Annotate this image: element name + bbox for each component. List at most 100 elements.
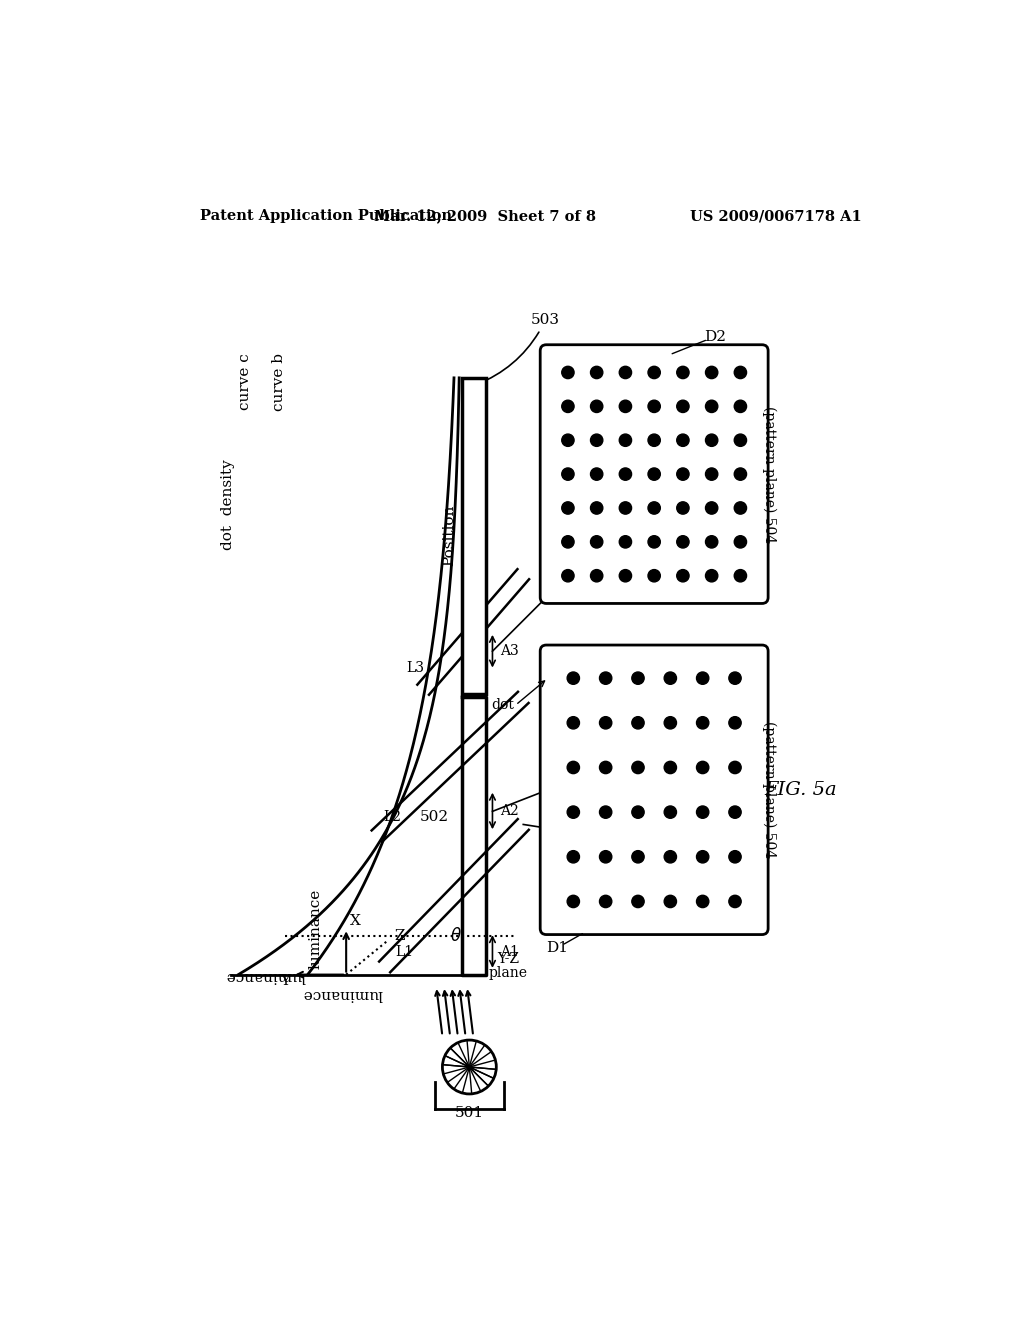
Circle shape	[729, 850, 741, 863]
Circle shape	[567, 672, 580, 684]
Circle shape	[677, 434, 689, 446]
Circle shape	[648, 367, 660, 379]
Bar	[462, 378, 486, 693]
Circle shape	[620, 469, 632, 480]
Circle shape	[665, 762, 677, 774]
Text: luminance: luminance	[308, 888, 323, 969]
Circle shape	[696, 672, 709, 684]
Circle shape	[632, 850, 644, 863]
Text: Mar. 12, 2009  Sheet 7 of 8: Mar. 12, 2009 Sheet 7 of 8	[374, 209, 596, 223]
Circle shape	[591, 469, 603, 480]
Circle shape	[632, 807, 644, 818]
Circle shape	[648, 400, 660, 413]
Circle shape	[734, 502, 746, 513]
Text: D2: D2	[705, 330, 726, 345]
Circle shape	[729, 895, 741, 908]
Circle shape	[620, 536, 632, 548]
Circle shape	[648, 536, 660, 548]
Circle shape	[677, 536, 689, 548]
Circle shape	[648, 570, 660, 582]
Text: (pattern plane) 504: (pattern plane) 504	[763, 721, 777, 858]
Text: L1: L1	[395, 945, 413, 958]
Circle shape	[591, 434, 603, 446]
Text: Patent Application Publication: Patent Application Publication	[200, 209, 452, 223]
Circle shape	[696, 717, 709, 729]
Circle shape	[648, 434, 660, 446]
Circle shape	[562, 367, 574, 379]
Text: L2: L2	[383, 809, 401, 824]
Circle shape	[696, 807, 709, 818]
Text: A2: A2	[500, 804, 519, 818]
Circle shape	[677, 367, 689, 379]
Circle shape	[706, 434, 718, 446]
Circle shape	[665, 672, 677, 684]
Circle shape	[567, 895, 580, 908]
Circle shape	[599, 807, 611, 818]
Circle shape	[632, 762, 644, 774]
Circle shape	[591, 536, 603, 548]
Circle shape	[567, 850, 580, 863]
Text: $\theta$: $\theta$	[451, 927, 462, 945]
Circle shape	[706, 367, 718, 379]
Text: Position: Position	[442, 506, 457, 566]
Circle shape	[729, 807, 741, 818]
Circle shape	[562, 434, 574, 446]
Circle shape	[591, 400, 603, 413]
Circle shape	[620, 502, 632, 513]
Circle shape	[620, 400, 632, 413]
Circle shape	[729, 717, 741, 729]
Circle shape	[591, 367, 603, 379]
Text: 501: 501	[455, 1106, 484, 1121]
Text: luminance: luminance	[225, 969, 305, 983]
Circle shape	[620, 570, 632, 582]
Circle shape	[599, 672, 611, 684]
FancyBboxPatch shape	[541, 345, 768, 603]
Circle shape	[677, 469, 689, 480]
Circle shape	[442, 1040, 497, 1094]
Circle shape	[562, 400, 574, 413]
Circle shape	[734, 469, 746, 480]
Circle shape	[706, 469, 718, 480]
Circle shape	[665, 807, 677, 818]
Text: A3: A3	[500, 644, 519, 659]
Text: 502: 502	[420, 809, 450, 824]
Circle shape	[665, 895, 677, 908]
Circle shape	[632, 895, 644, 908]
Text: Y: Y	[281, 974, 291, 987]
Circle shape	[562, 469, 574, 480]
Circle shape	[591, 502, 603, 513]
Text: luminance: luminance	[302, 987, 382, 1001]
Circle shape	[706, 536, 718, 548]
Circle shape	[648, 469, 660, 480]
Circle shape	[562, 536, 574, 548]
Text: dot  density: dot density	[221, 459, 236, 550]
Circle shape	[734, 434, 746, 446]
Circle shape	[665, 717, 677, 729]
Text: FIG. 5a: FIG. 5a	[764, 781, 837, 799]
Circle shape	[567, 807, 580, 818]
Text: X: X	[350, 913, 360, 928]
Circle shape	[706, 502, 718, 513]
Circle shape	[706, 570, 718, 582]
Circle shape	[734, 367, 746, 379]
Circle shape	[599, 850, 611, 863]
Circle shape	[599, 717, 611, 729]
Circle shape	[696, 895, 709, 908]
Text: plane: plane	[488, 966, 527, 979]
Circle shape	[562, 570, 574, 582]
Circle shape	[677, 400, 689, 413]
Circle shape	[696, 762, 709, 774]
Text: (pattern plane) 504: (pattern plane) 504	[763, 405, 777, 543]
Circle shape	[734, 400, 746, 413]
Circle shape	[599, 762, 611, 774]
Circle shape	[729, 762, 741, 774]
Circle shape	[648, 502, 660, 513]
Text: 503: 503	[476, 313, 560, 384]
Text: Y-Z: Y-Z	[497, 952, 519, 966]
Circle shape	[706, 400, 718, 413]
Circle shape	[599, 895, 611, 908]
Circle shape	[591, 570, 603, 582]
Circle shape	[632, 672, 644, 684]
Circle shape	[677, 502, 689, 513]
Circle shape	[734, 570, 746, 582]
